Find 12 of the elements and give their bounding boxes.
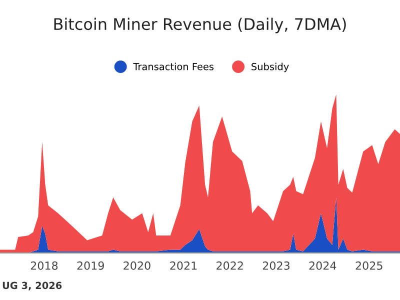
x-tick-label: 2020: [124, 261, 150, 270]
x-tick-label: 2019: [77, 261, 104, 270]
x-tick-label: 2024: [309, 261, 336, 270]
x-tick-label: 2023: [262, 261, 290, 270]
chart-title: Bitcoin Miner Revenue (Daily, 7DMA): [54, 18, 346, 34]
text: UG 3, 2026: [2, 282, 62, 290]
x-tick-label: 2018: [30, 261, 58, 270]
legend-label: Subsidy: [252, 62, 289, 72]
x-tick-label: 2022: [216, 261, 243, 270]
x-tick-label: 2021: [170, 261, 197, 270]
x-tick-label: 2025: [356, 261, 382, 270]
legend-label: Transaction Fees: [133, 62, 214, 70]
